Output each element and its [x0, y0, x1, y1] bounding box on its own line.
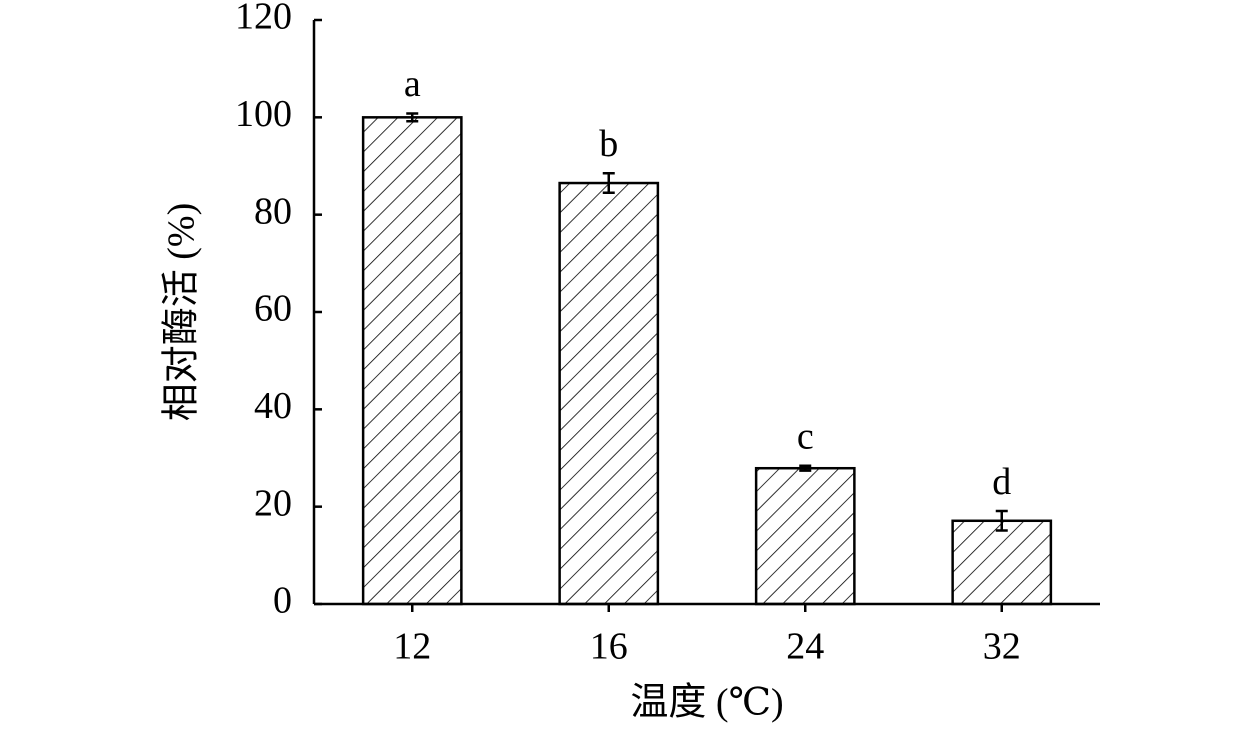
significance-label: c [797, 416, 814, 458]
x-axis-label: 温度 (℃) [630, 682, 783, 724]
x-tick-label: 24 [786, 626, 824, 668]
error-bar [602, 172, 615, 195]
significance-label: d [992, 461, 1011, 503]
x-tick-label: 16 [590, 626, 628, 668]
y-tick-label: 20 [254, 482, 292, 524]
y-tick-label: 0 [273, 580, 292, 622]
bar [951, 519, 1053, 606]
y-tick-label: 40 [254, 385, 292, 427]
y-tick-label: 80 [254, 190, 292, 232]
significance-label: a [404, 63, 421, 105]
y-tick-label: 120 [235, 0, 292, 38]
significance-label: b [599, 123, 618, 165]
x-tick-label: 12 [393, 626, 431, 668]
error-bar [995, 509, 1008, 532]
error-bar [406, 112, 419, 123]
y-tick-label: 100 [235, 93, 292, 135]
x-tick-label: 32 [983, 626, 1021, 668]
bar [558, 181, 660, 606]
y-tick-label: 60 [254, 288, 292, 330]
bar [361, 116, 463, 606]
error-bar [799, 464, 812, 472]
y-axis-label: 相对酶活 (%) [161, 203, 203, 421]
bar [754, 466, 856, 606]
